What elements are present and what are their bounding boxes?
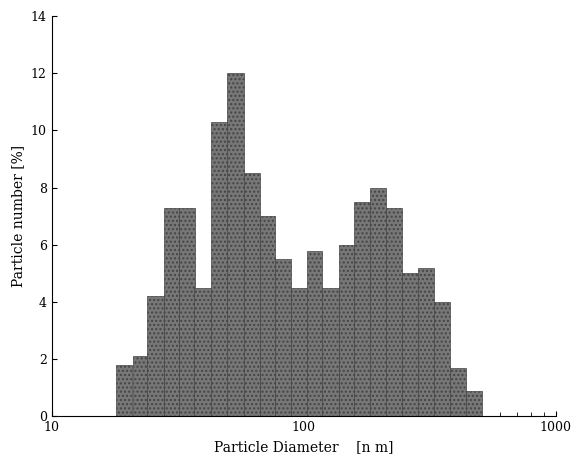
Bar <box>417 268 434 417</box>
Y-axis label: Particle number [%]: Particle number [%] <box>11 145 25 287</box>
Bar <box>227 73 244 417</box>
Bar <box>211 122 227 417</box>
Bar <box>178 208 195 417</box>
Bar <box>147 296 164 417</box>
Bar <box>449 368 466 417</box>
Bar <box>244 173 259 417</box>
Bar <box>354 202 370 417</box>
Bar <box>291 288 307 417</box>
Bar <box>195 288 211 417</box>
Bar <box>466 391 482 417</box>
Bar <box>322 288 339 417</box>
Bar <box>275 259 291 417</box>
Bar <box>132 356 147 417</box>
Bar <box>339 245 354 417</box>
Bar <box>386 208 402 417</box>
Bar <box>434 302 449 417</box>
Bar <box>164 208 178 417</box>
Bar <box>115 365 132 417</box>
Bar <box>307 251 322 417</box>
Bar <box>402 273 418 417</box>
X-axis label: Particle Diameter    [n m]: Particle Diameter [n m] <box>214 440 394 454</box>
Bar <box>370 188 387 417</box>
Bar <box>259 216 275 417</box>
